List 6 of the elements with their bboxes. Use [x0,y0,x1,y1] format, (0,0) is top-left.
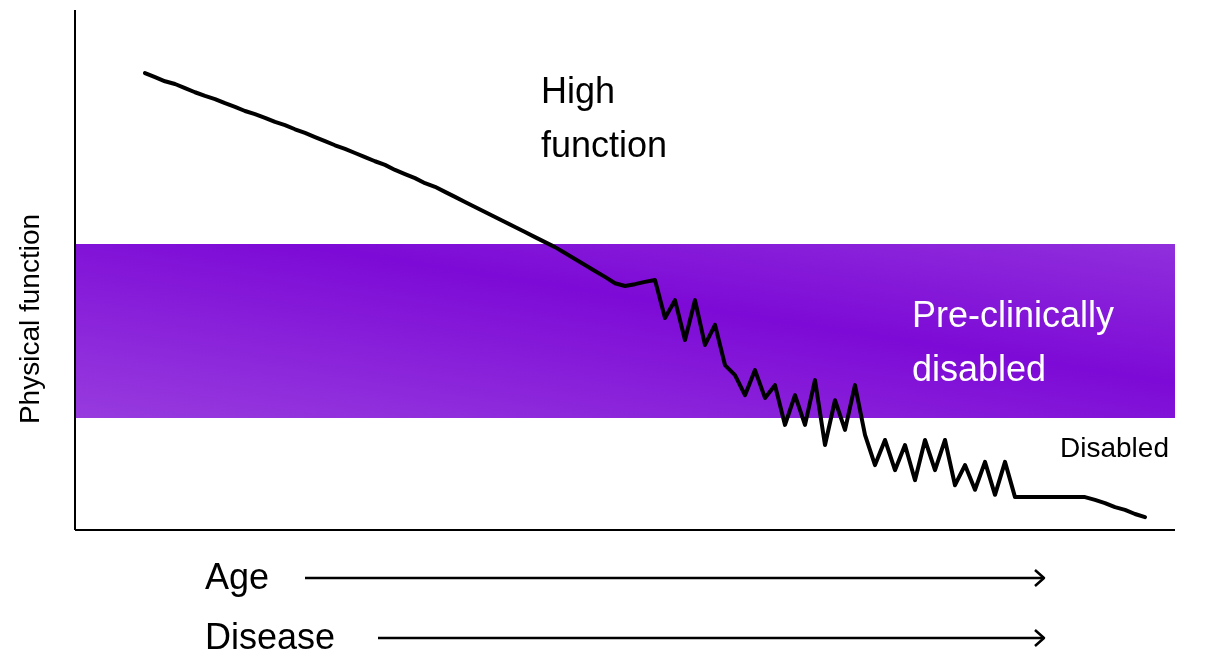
text: Disease [205,616,336,658]
band-label: Pre-clinically disabled [912,292,1116,391]
x-axis-title: Age [205,556,270,598]
annotation: Disabled [1060,432,1169,464]
y-axis-title: Physical function [14,213,46,424]
annotation: High function [541,69,669,167]
